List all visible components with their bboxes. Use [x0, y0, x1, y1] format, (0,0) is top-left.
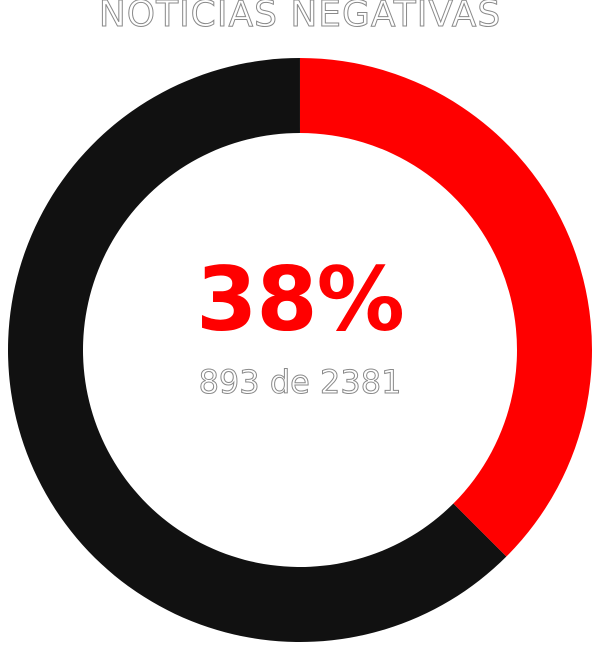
- chart-title: NOTICIAS NEGATIVAS: [98, 0, 502, 36]
- count-subtitle: 893 de 2381: [198, 363, 402, 402]
- donut-slice-negative: [300, 58, 593, 557]
- percent-value: 38%: [196, 248, 405, 351]
- donut-slice-remainder: [8, 58, 507, 642]
